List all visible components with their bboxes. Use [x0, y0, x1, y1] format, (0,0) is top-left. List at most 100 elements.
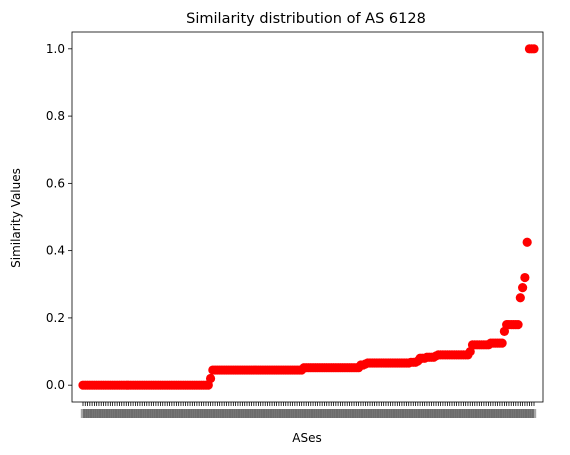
x-tick-label	[290, 409, 295, 418]
x-tick-label	[413, 409, 418, 418]
x-tick-label	[137, 409, 143, 418]
x-tick-label	[390, 409, 395, 418]
x-tick-label	[458, 409, 464, 418]
x-tick-label	[217, 409, 222, 418]
x-tick-label	[83, 409, 88, 418]
x-tick-label	[237, 409, 243, 418]
x-tick-label	[381, 409, 386, 418]
x-tick-label	[493, 409, 498, 418]
data-point	[520, 272, 530, 283]
x-tick-label	[331, 409, 336, 418]
x-tick-label	[110, 409, 115, 418]
x-tick-label	[504, 409, 509, 418]
x-tick-label	[269, 409, 275, 418]
x-tick-label	[520, 409, 525, 418]
x-tick-label	[422, 409, 427, 418]
x-tick-label	[119, 409, 124, 418]
data-point	[529, 44, 539, 54]
x-tick-label	[454, 409, 459, 418]
chart-title: Similarity distribution of AS 6128	[186, 11, 426, 27]
x-tick-label	[333, 409, 339, 418]
x-tick-label	[171, 409, 177, 418]
x-tick-label	[121, 409, 127, 418]
x-tick-label	[431, 409, 436, 418]
x-tick-label	[374, 409, 380, 418]
x-tick-label	[108, 409, 113, 418]
x-tick-label	[468, 409, 473, 418]
x-tick-label	[479, 409, 484, 418]
x-tick-label	[92, 409, 97, 418]
x-tick-label	[335, 409, 341, 418]
x-tick-label	[322, 409, 327, 418]
x-tick-label	[338, 409, 343, 418]
x-tick-label	[185, 409, 190, 418]
x-tick-label	[105, 409, 111, 418]
x-tick-label	[301, 409, 307, 418]
y-tick-label: 0.0	[46, 378, 65, 392]
x-tick-label	[285, 409, 291, 418]
x-tick-label	[178, 409, 184, 418]
y-tick-label: 0.8	[46, 109, 65, 123]
x-tick-label	[319, 409, 325, 418]
x-tick-label	[85, 409, 90, 418]
x-tick-label	[483, 409, 489, 418]
x-tick-label	[222, 409, 227, 418]
x-tick-label	[294, 409, 300, 418]
x-tick-label	[112, 409, 118, 418]
y-axis-label: Similarity Values	[9, 168, 23, 268]
x-tick-label	[94, 409, 99, 418]
x-tick-label	[486, 409, 491, 418]
x-tick-label	[347, 409, 352, 418]
x-tick-label	[176, 409, 181, 418]
y-tick-label: 0.2	[46, 311, 65, 325]
x-tick-label	[424, 409, 430, 418]
x-tick-label	[244, 409, 250, 418]
x-tick-label	[415, 409, 421, 418]
x-tick-label	[114, 409, 120, 418]
x-tick-label	[351, 409, 357, 418]
x-tick-label	[386, 409, 391, 418]
x-tick-label	[449, 409, 455, 418]
x-tick-label	[315, 409, 320, 418]
x-tick-label	[192, 409, 197, 418]
x-tick-label	[96, 409, 102, 418]
x-tick-label-band	[80, 409, 537, 418]
x-tick-label	[379, 409, 384, 418]
x-tick-label	[242, 409, 247, 418]
x-tick-label	[456, 409, 462, 418]
x-tick-label	[463, 409, 468, 418]
x-tick-label	[420, 409, 425, 418]
x-tick-label	[203, 409, 209, 418]
x-tick-label	[126, 409, 131, 418]
x-tick-label	[531, 409, 537, 418]
x-tick-label	[281, 409, 286, 418]
x-tick-label	[388, 409, 393, 418]
x-tick-label	[383, 409, 389, 418]
x-tick-label	[151, 409, 156, 418]
x-tick-label	[522, 409, 528, 418]
x-tick-label	[354, 409, 359, 418]
x-tick-label	[461, 409, 466, 418]
x-tick-label	[488, 409, 493, 418]
plot-area: 0.0 0.2 0.4 0.6 0.8 1.0	[46, 31, 544, 418]
x-tick-label	[165, 409, 170, 418]
x-tick-label	[436, 409, 441, 418]
y-tick-label: 1.0	[46, 42, 65, 56]
x-tick-label	[356, 409, 361, 418]
x-tick-label	[524, 409, 530, 418]
x-tick-label	[210, 409, 216, 418]
x-tick-label	[128, 409, 134, 418]
x-tick-label	[445, 409, 450, 418]
x-tick-label	[511, 409, 516, 418]
x-tick-label	[256, 409, 261, 418]
x-tick-label	[427, 409, 432, 418]
x-tick-label	[392, 409, 398, 418]
x-tick-label	[329, 409, 334, 418]
x-tick-label	[417, 409, 423, 418]
x-tick-label	[404, 409, 409, 418]
x-tick-label	[401, 409, 407, 418]
x-tick-label	[135, 409, 140, 418]
x-tick-label	[240, 409, 245, 418]
